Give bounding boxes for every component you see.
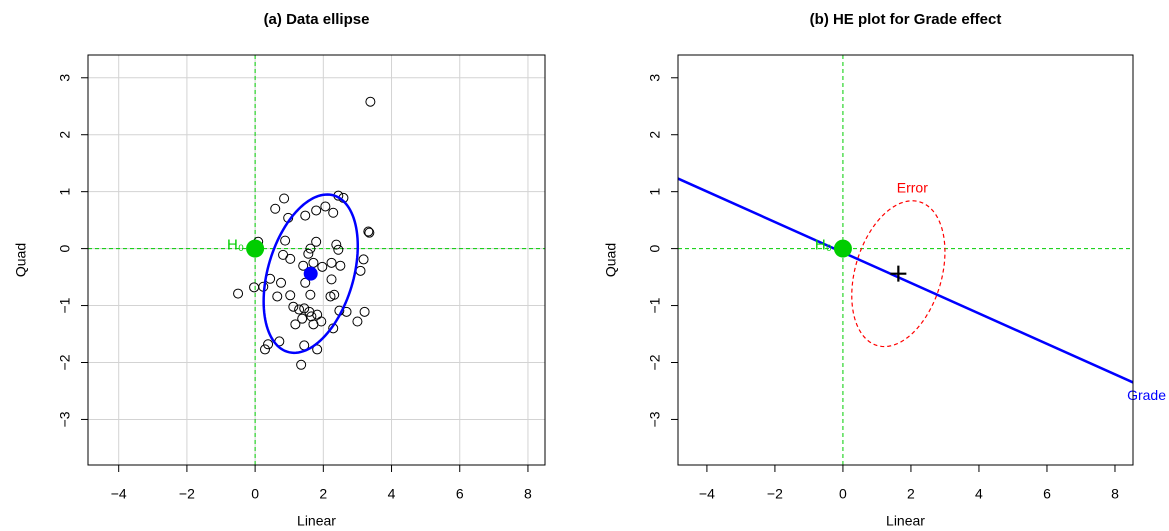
point xyxy=(335,260,346,271)
y-tick-label: 3 xyxy=(647,74,663,82)
plot-frame xyxy=(87,54,546,466)
point xyxy=(333,244,344,255)
x-tick-label: −4 xyxy=(111,486,127,502)
x-tick-label: 4 xyxy=(388,486,396,502)
panel: (a) Data ellipse −4 −2 0 2 4 6 8 −3 −2 −1 0 1 2 3 Linea… xyxy=(13,11,546,529)
point xyxy=(306,311,317,322)
y-tick-label: 2 xyxy=(57,131,73,139)
point xyxy=(326,274,337,285)
point xyxy=(358,254,369,265)
ellipse-label: Error xyxy=(897,179,928,195)
point xyxy=(280,235,291,246)
point xyxy=(312,344,323,355)
y-tick-label: −3 xyxy=(647,411,663,427)
ellipse xyxy=(851,200,946,348)
point xyxy=(328,207,339,218)
x-axis-label: Linear xyxy=(886,513,925,529)
point xyxy=(365,96,376,107)
y-tick-label: 0 xyxy=(57,245,73,253)
point xyxy=(311,236,322,247)
point xyxy=(297,313,308,324)
point xyxy=(316,316,327,327)
point xyxy=(300,210,311,221)
hypothesis-line xyxy=(678,177,1133,384)
point xyxy=(320,201,331,212)
y-tick-label: −2 xyxy=(647,354,663,370)
x-tick-label: 6 xyxy=(1043,486,1051,502)
x-tick-label: −2 xyxy=(179,486,195,502)
point xyxy=(299,303,310,314)
y-tick-label: −1 xyxy=(57,297,73,313)
point xyxy=(296,359,307,370)
y-axis-label: Quad xyxy=(603,243,619,277)
x-tick-label: 6 xyxy=(456,486,464,502)
panel-title: (b) HE plot for Grade effect xyxy=(810,11,1002,28)
point xyxy=(331,239,342,250)
hypothesis-label: Grade xyxy=(1127,387,1166,403)
h0-point xyxy=(833,239,852,258)
point xyxy=(294,304,305,315)
mean-point xyxy=(303,266,318,281)
point xyxy=(260,344,271,355)
h0-label: H₀ xyxy=(227,237,244,254)
point xyxy=(326,257,337,268)
panel-title: (a) Data ellipse xyxy=(264,11,370,28)
point xyxy=(290,319,301,330)
panel: (b) HE plot for Grade effect −4 −2 0 2 4 6 8 −3 −… xyxy=(603,11,1166,529)
plot-frame xyxy=(677,54,1134,466)
y-tick-label: −1 xyxy=(647,297,663,313)
point xyxy=(364,227,375,238)
x-axis-label: Linear xyxy=(297,513,336,529)
point xyxy=(233,288,244,299)
point xyxy=(303,248,314,259)
y-tick-label: 3 xyxy=(57,74,73,82)
x-tick-label: −4 xyxy=(699,486,715,502)
point xyxy=(305,243,316,254)
mean-marker xyxy=(890,265,907,282)
x-tick-label: −2 xyxy=(767,486,783,502)
y-tick-label: 2 xyxy=(647,131,663,139)
x-tick-label: 2 xyxy=(319,486,327,502)
point xyxy=(352,316,363,327)
x-tick-label: 0 xyxy=(839,486,847,502)
x-tick-label: 2 xyxy=(907,486,915,502)
point xyxy=(355,265,366,276)
point xyxy=(263,339,274,350)
point xyxy=(270,203,281,214)
point xyxy=(279,193,290,204)
point xyxy=(272,291,283,302)
y-axis-label: Quad xyxy=(13,243,29,277)
x-tick-label: 4 xyxy=(975,486,983,502)
y-tick-label: −2 xyxy=(57,354,73,370)
point xyxy=(308,257,319,268)
point xyxy=(288,301,299,312)
y-tick-label: 1 xyxy=(57,188,73,196)
point xyxy=(276,277,287,288)
point xyxy=(249,282,260,293)
plot-area xyxy=(678,55,1133,465)
y-tick-label: −3 xyxy=(57,411,73,427)
h0-label: H₀ xyxy=(815,237,832,254)
y-tick-label: 0 xyxy=(647,245,663,253)
point xyxy=(363,226,374,237)
ellipse xyxy=(262,193,360,355)
x-tick-label: 8 xyxy=(524,486,532,502)
x-tick-label: 8 xyxy=(1111,486,1119,502)
point xyxy=(359,306,370,317)
point xyxy=(285,290,296,301)
y-tick-label: 1 xyxy=(647,188,663,196)
plot-area xyxy=(88,55,545,465)
point xyxy=(329,289,340,300)
point xyxy=(305,289,316,300)
point xyxy=(312,309,323,320)
h0-point xyxy=(246,239,265,258)
x-tick-label: 0 xyxy=(251,486,259,502)
point xyxy=(300,277,311,288)
point xyxy=(298,260,309,271)
point xyxy=(317,261,328,272)
point xyxy=(311,205,322,216)
point xyxy=(285,253,296,264)
